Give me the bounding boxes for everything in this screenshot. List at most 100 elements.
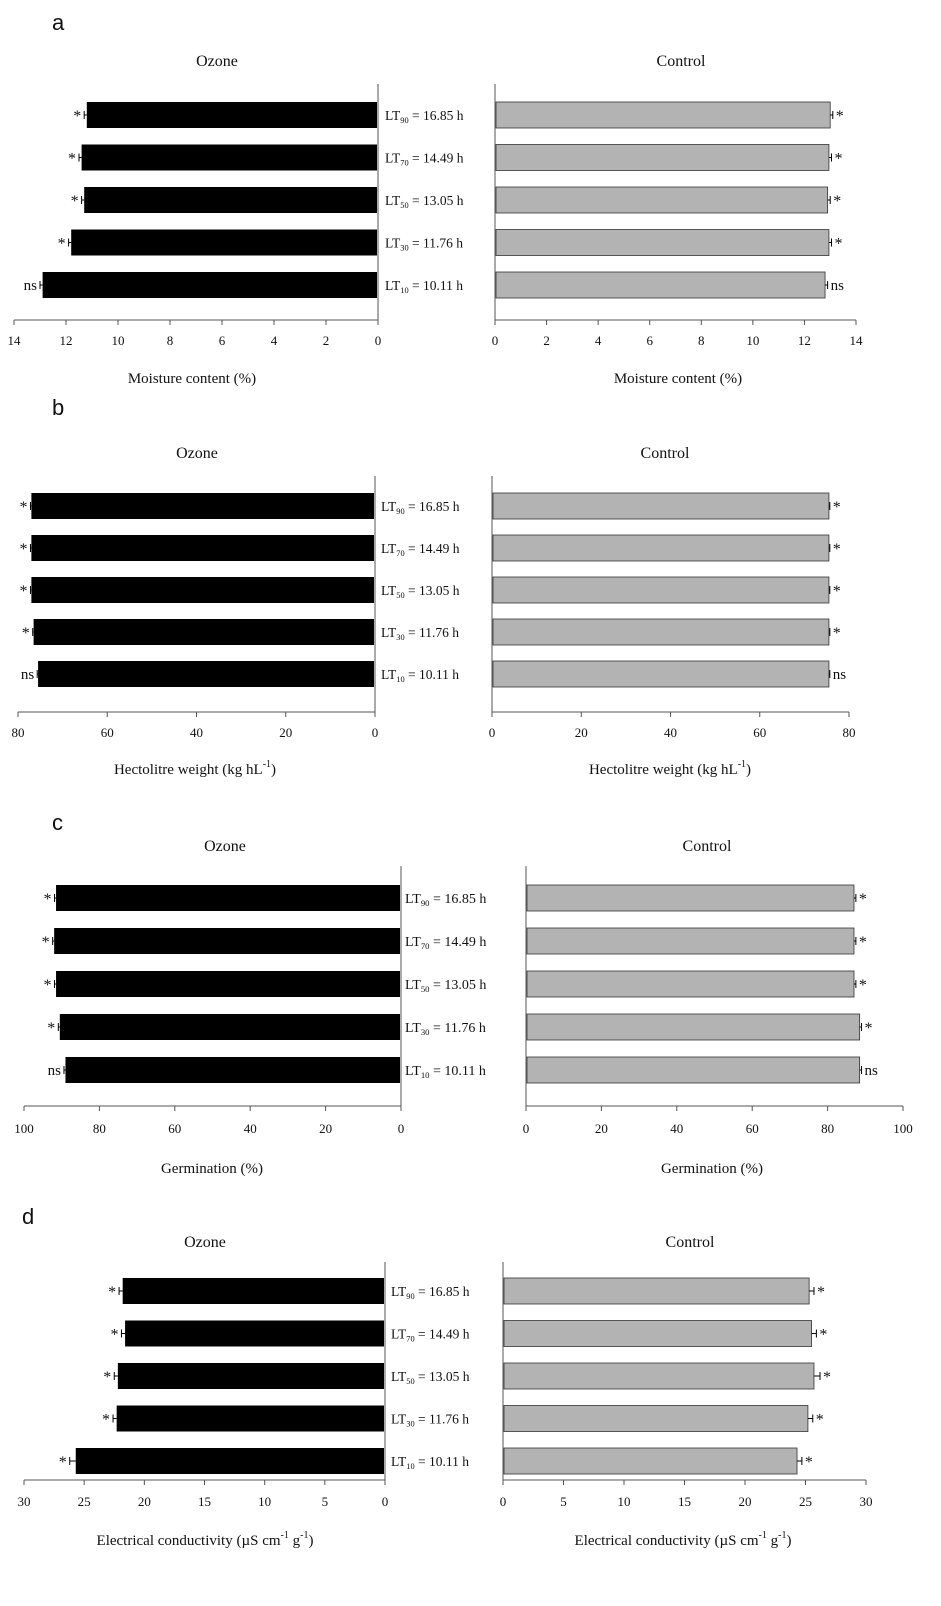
control-tick-label: 20: [739, 1494, 752, 1509]
ozone-bar: [31, 535, 374, 561]
lt-value: = 10.11 h: [430, 1064, 486, 1079]
lt-prefix: LT: [405, 935, 421, 950]
control-tick-label: 0: [489, 725, 496, 740]
lt-prefix: LT: [385, 151, 401, 166]
lt-subscript: 70: [396, 549, 404, 558]
lt-subscript: 90: [421, 898, 430, 908]
lt-category-label: LT10 = 10.11 h: [391, 1454, 469, 1471]
control-significance-mark: *: [833, 625, 841, 642]
control-significance-mark: *: [819, 1327, 827, 1344]
control-significance-mark: *: [835, 236, 843, 253]
lt-subscript: 50: [396, 591, 404, 600]
lt-value: = 16.85 h: [415, 1284, 470, 1299]
lt-category-label: LT90 = 16.85 h: [391, 1284, 470, 1301]
control-bar: [492, 618, 830, 646]
ozone-significance-mark: *: [59, 1454, 67, 1471]
lt-value: = 16.85 h: [409, 108, 464, 123]
control-tick-label: 60: [746, 1121, 759, 1136]
lt-value: = 14.49 h: [430, 935, 487, 950]
control-x-axis-label: Hectolitre weight (kg hL-1): [589, 759, 751, 778]
lt-prefix: LT: [391, 1369, 407, 1384]
control-bar: [495, 101, 831, 129]
ozone-tick-label: 5: [322, 1494, 329, 1509]
control-bar: [526, 1056, 861, 1084]
control-bar: [503, 1277, 810, 1305]
lt-prefix: LT: [391, 1412, 407, 1427]
lt-subscript: 70: [406, 1335, 414, 1344]
ozone-tick-label: 20: [279, 725, 292, 740]
control-bar: [495, 271, 826, 299]
control-significance-mark: *: [816, 1412, 824, 1429]
lt-value: = 13.05 h: [405, 583, 460, 598]
control-significance-mark: *: [833, 541, 841, 558]
control-tick-label: 80: [843, 725, 856, 740]
ozone-x-axis-label: Germination (%): [161, 1161, 263, 1177]
lt-value: = 11.76 h: [409, 236, 464, 251]
ozone-x-axis-label-main: Electrical conductivity (µS cm: [97, 1533, 281, 1549]
control-significance-mark: ns: [831, 278, 845, 294]
control-tick-label: 6: [646, 333, 653, 348]
lt-value: = 11.76 h: [415, 1412, 470, 1427]
lt-category-label: LT90 = 16.85 h: [381, 499, 460, 516]
lt-subscript: 30: [421, 1027, 430, 1037]
control-tick-label: 40: [670, 1121, 683, 1136]
control-bar: [526, 884, 855, 912]
control-x-axis-label-sup: -1: [778, 1530, 786, 1541]
control-bar: [526, 970, 855, 998]
ozone-significance-mark: *: [71, 193, 79, 210]
ozone-x-axis-label-sup: -1: [281, 1530, 289, 1541]
ozone-significance-mark: ns: [21, 667, 35, 683]
control-x-axis-label-unit: g: [767, 1533, 779, 1549]
ozone-bar: [71, 229, 377, 256]
lt-value: = 10.11 h: [415, 1454, 470, 1469]
ozone-bar: [33, 619, 375, 645]
control-tick-label: 0: [523, 1121, 530, 1136]
control-x-axis-label-main: Electrical conductivity (µS cm: [575, 1533, 759, 1549]
lt-category-label: LT50 = 13.05 h: [385, 193, 464, 210]
control-title: Control: [641, 445, 690, 462]
ozone-tick-label: 60: [168, 1121, 181, 1136]
ozone-significance-mark: *: [103, 1369, 111, 1386]
control-bar: [492, 576, 830, 604]
lt-prefix: LT: [391, 1327, 407, 1342]
lt-prefix: LT: [385, 278, 401, 293]
lt-value: = 13.05 h: [409, 193, 464, 208]
ozone-bar: [56, 885, 401, 911]
control-tick-label: 20: [595, 1121, 608, 1136]
lt-value: = 11.76 h: [430, 1021, 486, 1036]
control-significance-mark: *: [836, 108, 844, 125]
lt-prefix: LT: [381, 541, 397, 556]
lt-category-label: LT90 = 16.85 h: [385, 108, 464, 125]
ozone-x-axis-label-close: ): [271, 762, 276, 778]
control-x-axis-label-close: ): [746, 762, 751, 778]
ozone-title: Ozone: [196, 53, 238, 70]
ozone-tick-label: 10: [112, 333, 125, 348]
ozone-significance-mark: *: [22, 625, 30, 642]
ozone-bar: [56, 971, 401, 997]
lt-value: = 14.49 h: [405, 541, 460, 556]
ozone-tick-label: 15: [198, 1494, 211, 1509]
ozone-bar: [75, 1448, 384, 1474]
panel-label: b: [52, 395, 64, 420]
ozone-title: Ozone: [184, 1234, 226, 1251]
lt-category-label: LT70 = 14.49 h: [391, 1327, 470, 1344]
ozone-significance-mark: ns: [48, 1063, 62, 1079]
control-bar: [492, 492, 830, 520]
control-tick-label: 80: [821, 1121, 834, 1136]
control-significance-mark: *: [859, 977, 867, 994]
ozone-tick-label: 100: [14, 1121, 34, 1136]
control-bar: [492, 660, 830, 688]
lt-category-label: LT30 = 11.76 h: [385, 236, 463, 253]
ozone-x-axis-label-unit: g: [289, 1533, 301, 1549]
control-x-axis-label-main: Hectolitre weight (kg hL: [589, 762, 738, 778]
control-significance-mark: ns: [865, 1063, 879, 1079]
ozone-tick-label: 0: [382, 1494, 389, 1509]
control-x-axis-label-sup: -1: [738, 759, 746, 770]
lt-subscript: 70: [421, 941, 430, 951]
control-bar: [503, 1362, 815, 1390]
ozone-tick-label: 40: [190, 725, 203, 740]
ozone-bar: [125, 1320, 384, 1347]
ozone-bar: [122, 1278, 384, 1304]
ozone-significance-mark: *: [19, 541, 27, 558]
control-bar: [492, 534, 830, 562]
